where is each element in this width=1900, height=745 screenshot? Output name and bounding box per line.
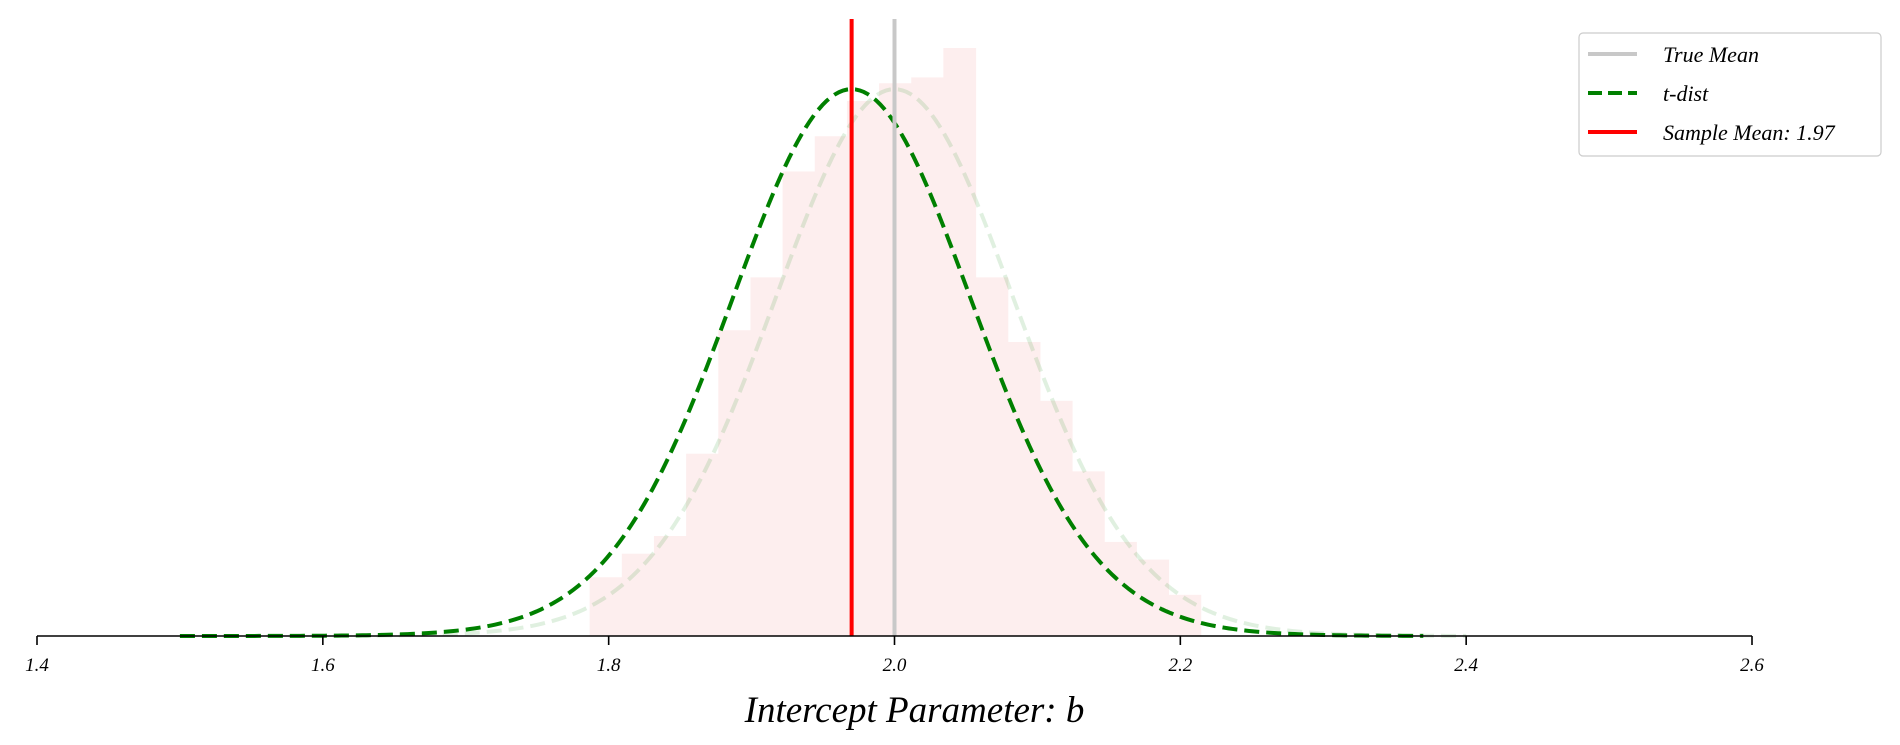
- legend-label: t-dist: [1663, 81, 1709, 106]
- histogram-bar-0: [589, 577, 623, 636]
- histogram-bar-11: [943, 48, 977, 636]
- histogram-bar-13: [1007, 342, 1041, 636]
- histogram-bar-2: [653, 536, 687, 636]
- legend-box: [1578, 32, 1882, 157]
- density-curves: [179, 87, 1467, 638]
- legend: True Mean t-dist Sample Mean: 1.97: [1578, 32, 1882, 157]
- histogram-bar-3: [686, 453, 719, 636]
- t-dist-curve: [179, 87, 1424, 638]
- x-tick-label: 2.6: [1740, 655, 1764, 676]
- x-axis-ticks: 1.4 1.6 1.8 2.0 2.2 2.4 2.6: [25, 636, 1764, 676]
- histogram-bar-4: [718, 330, 752, 636]
- histogram-bar-15: [1072, 471, 1105, 636]
- x-tick-label: 2.4: [1454, 655, 1478, 676]
- x-tick-label: 2.2: [1168, 655, 1192, 676]
- x-axis-title: Intercept Parameter: b: [744, 690, 1085, 731]
- legend-label: True Mean: [1663, 42, 1759, 67]
- histogram-bar-10: [911, 77, 944, 636]
- histogram-bar-7: [814, 136, 848, 636]
- x-tick-label: 1.8: [597, 655, 621, 676]
- histogram-bar-6: [782, 171, 816, 637]
- histogram-bar-12: [975, 277, 1009, 636]
- reference-lines: [849, 19, 897, 636]
- legend-label: Sample Mean: 1.97: [1663, 120, 1836, 145]
- histogram-bar-5: [750, 277, 784, 636]
- x-tick-label: 2.0: [883, 655, 907, 676]
- histogram-bar-18: [1168, 594, 1202, 636]
- x-tick-label: 1.4: [25, 655, 49, 676]
- x-tick-label: 1.6: [311, 655, 335, 676]
- histogram-bar-1: [621, 553, 655, 636]
